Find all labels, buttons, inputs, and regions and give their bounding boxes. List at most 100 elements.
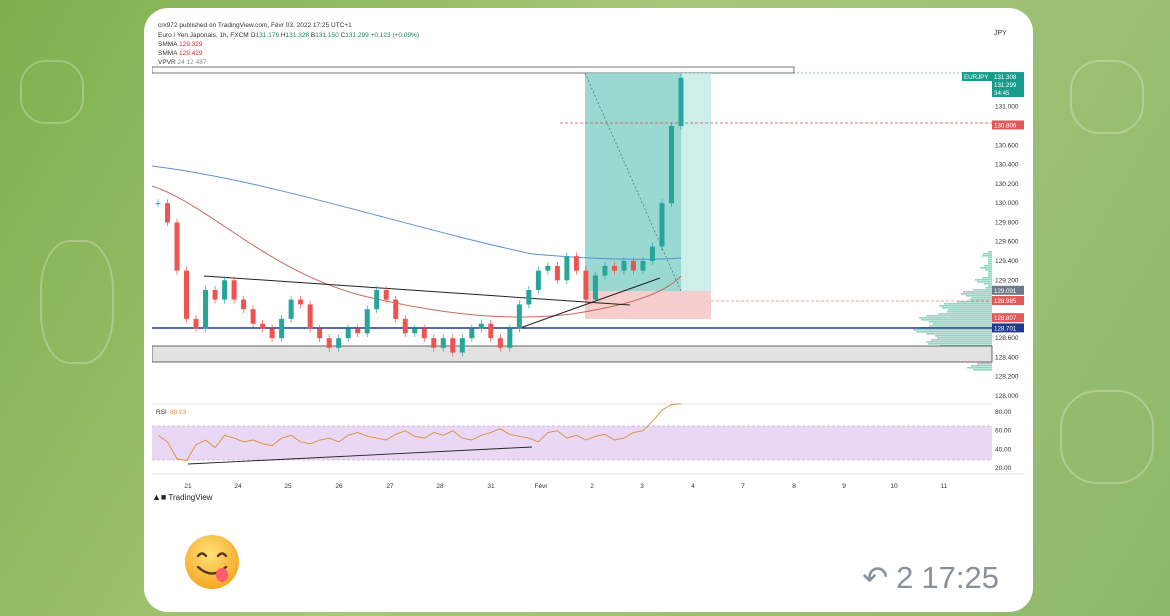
time-tick-label: 4 — [691, 483, 695, 490]
smma2-line: SMMA 129.429 — [158, 50, 202, 57]
low-label: B — [310, 32, 316, 39]
volume-profile-bar — [947, 311, 992, 313]
time-tick-label: 10 — [890, 483, 898, 490]
background-doodle — [1060, 390, 1154, 484]
volume-profile-bar — [969, 299, 992, 301]
volume-profile-bar — [928, 343, 992, 345]
price-tick-label: 129.800 — [995, 219, 1019, 226]
candle-body — [545, 265, 551, 271]
vpvr-values: 24 12 487 — [177, 59, 207, 66]
time-tick-label: 27 — [386, 483, 394, 490]
message-meta: ↶ 2 17:25 — [854, 560, 999, 596]
time-tick-label: 3 — [640, 483, 644, 490]
volume-profile-bar — [973, 289, 992, 291]
volume-profile-bar — [921, 319, 992, 321]
time-tick-label: 24 — [234, 483, 242, 490]
candle-body — [668, 126, 674, 204]
tradingview-chart-image[interactable]: crx972 published on TradingView.com, Fév… — [152, 16, 1024, 516]
close-label: C — [340, 32, 346, 39]
open-label: O — [250, 32, 256, 39]
volume-profile-bar — [966, 295, 992, 297]
volume-profile-bar — [948, 309, 992, 311]
rsi-tick-label: 40.00 — [995, 446, 1012, 453]
volume-profile-bar — [988, 273, 992, 275]
tradingview-logo: ▲■ TradingView — [152, 492, 212, 502]
reply-arrow-icon[interactable]: ↶ — [862, 560, 889, 595]
candle-body — [288, 299, 294, 319]
volume-profile-bar — [957, 301, 992, 303]
candle-body — [526, 289, 532, 305]
price-tag — [992, 285, 1024, 295]
candle-body — [269, 328, 275, 339]
candle-body — [583, 270, 589, 300]
candle-body — [203, 289, 209, 329]
candle-body — [450, 338, 456, 353]
candle-body — [231, 280, 237, 300]
candle-body — [459, 338, 465, 353]
price-tag-label: 128.701 — [994, 325, 1017, 332]
rsi-trendline — [187, 446, 533, 465]
candle-body — [402, 318, 408, 334]
volume-profile-bar — [982, 255, 992, 257]
candle-body — [364, 309, 370, 334]
time-tick-label: 8 — [792, 483, 796, 490]
chart-published-line: crx972 published on TradingView.com, Fév… — [158, 22, 352, 29]
close-value: 131.299 — [345, 32, 369, 39]
price-tick-label: 130.000 — [995, 200, 1019, 207]
change-value: +0.123 (+0.09%) — [370, 32, 420, 39]
chart-ohlc-line: Euro / Yen Japonais, 1h, FXCM O131.176 H… — [158, 32, 419, 39]
volume-profile-bar — [980, 267, 992, 269]
price-tick-label: 131.000 — [995, 104, 1019, 111]
volume-profile-bar — [977, 363, 992, 365]
symbol-tag — [962, 72, 992, 82]
price-tag — [992, 88, 1024, 98]
volume-profile-bar — [929, 321, 992, 323]
candle-body — [535, 270, 541, 290]
message-bubble[interactable]: crx972 published on TradingView.com, Fév… — [144, 8, 1033, 612]
currency-label: JPY — [994, 30, 1007, 37]
price-tag-label: 131.299 — [994, 82, 1017, 89]
resistance-trendline — [203, 275, 631, 306]
candle-body — [421, 328, 427, 339]
time-tick-label: 2 — [590, 483, 594, 490]
price-tick-label: 128.600 — [995, 335, 1019, 342]
volume-profile-bar — [988, 259, 992, 261]
candle-body — [155, 203, 161, 205]
volume-profile-bar — [935, 335, 992, 337]
price-tick-label: 129.600 — [995, 239, 1019, 246]
time-tick-label: 26 — [335, 483, 343, 490]
candle-body — [336, 338, 342, 348]
support-zone — [152, 345, 993, 363]
volume-profile-bar — [971, 297, 992, 299]
smma2-value: 129.429 — [178, 50, 203, 57]
volume-profile-bar — [942, 307, 992, 309]
candle-body — [640, 261, 646, 271]
candle-body — [649, 246, 655, 262]
price-tick-label: 128.000 — [995, 393, 1019, 400]
volume-profile-bar — [975, 279, 992, 281]
candle-body — [222, 280, 228, 300]
volume-profile-bar — [983, 253, 992, 255]
candle-body — [488, 323, 494, 339]
candle-body — [250, 309, 256, 324]
price-tick-label: 130.200 — [995, 181, 1019, 188]
price-tag-label: 130.806 — [994, 122, 1017, 129]
rsi-value: 88.93 — [170, 409, 187, 416]
candle-body — [374, 289, 380, 310]
high-value: 131.328 — [285, 32, 310, 39]
open-value: 131.176 — [255, 32, 280, 39]
time-tick-label: 7 — [741, 483, 745, 490]
price-chart[interactable]: 131.000 130.600 130.400 130.200 130.000 129.8… — [152, 16, 1024, 496]
volume-profile-bar — [984, 283, 992, 285]
candle-body — [326, 338, 332, 348]
rsi-band — [152, 426, 992, 460]
price-tag — [992, 120, 1024, 130]
rsi-axis: 80.00 60.00 40.00 20.00 — [995, 409, 1012, 472]
vpvr-header-box — [152, 66, 795, 74]
price-tag-label: 128.807 — [994, 315, 1017, 322]
volume-profile-bar — [973, 369, 992, 371]
candle-body — [345, 328, 351, 339]
candle-body — [573, 256, 579, 271]
price-tag-label: 131.308 — [994, 74, 1017, 81]
